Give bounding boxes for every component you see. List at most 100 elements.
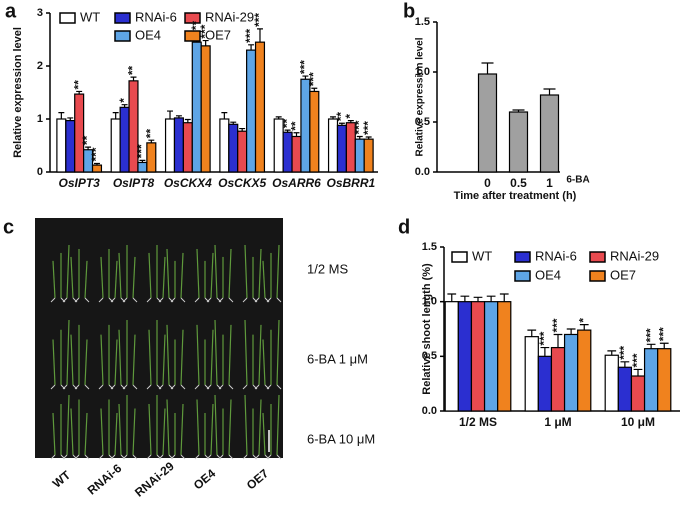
seedling [214,394,218,456]
error-bar [67,117,74,121]
legend-swatch [184,12,201,24]
root [194,297,200,303]
root [276,297,282,303]
error-bar [543,88,556,95]
root [218,454,224,460]
root [206,454,212,460]
panel-label: a [5,0,17,22]
root [228,384,234,390]
significance: *** [656,327,670,341]
column-label: OE4 [191,466,219,492]
bar [604,354,619,412]
seedling [228,248,232,299]
y-tick-label: 0.0 [415,166,430,178]
legend-label: OE7 [610,267,636,282]
significance: ** [71,80,85,90]
seedling [52,339,56,386]
error-bar [302,75,309,80]
root [242,297,248,303]
seedling-photo [35,218,283,458]
root [146,297,152,303]
root [50,454,56,460]
root [218,384,224,390]
error-bar [338,122,345,126]
root [132,454,138,460]
x-tick-label: OsBRR1 [326,176,375,190]
legend-label: RNAi-29 [610,248,659,263]
significance: * [343,114,357,119]
bar [200,45,211,173]
y-axis-label: Relative expression level [415,37,426,156]
root [242,384,248,390]
error-bar [148,139,155,143]
significance: *** [252,13,266,27]
bar [191,41,202,173]
error-bar [94,162,100,166]
root [146,384,152,390]
seedling [132,334,136,386]
error-bar [579,324,589,331]
root [110,297,116,303]
y-tick-label: 0.0 [422,405,437,417]
significance: *** [298,60,312,74]
root [228,297,234,303]
bar [173,117,184,173]
bar [282,131,293,173]
root [158,454,164,460]
root [254,297,260,303]
root [132,384,138,390]
root [74,454,80,460]
bar [65,119,76,173]
bar [483,301,499,412]
legend-label: OE4 [135,27,161,42]
significance: *** [243,28,257,42]
bar [74,93,85,173]
legend-label: RNAi-6 [135,9,177,24]
seedling [214,244,218,299]
y-tick-label: 1.5 [422,241,437,253]
bar [539,94,560,173]
bar [246,49,257,173]
root [74,297,80,303]
row-label: 6-BA 1 μM [307,351,368,366]
root [122,384,128,390]
legend-swatch [514,270,531,282]
seedling [100,408,104,456]
column-label: OE7 [244,466,272,492]
seedling [114,412,118,456]
y-axis-label: Relative expression level [12,27,24,158]
error-bar [112,112,119,119]
root [84,454,90,460]
seedling [228,324,232,386]
error-bar [311,87,318,92]
seedling [66,394,70,456]
x-tick-label: 0 [484,176,491,190]
significance: *** [617,345,631,359]
root [266,454,272,460]
root [194,384,200,390]
bar [336,124,347,173]
legend-label: OE4 [535,267,561,282]
seedlings [50,244,282,460]
bar [164,118,176,173]
column-label: RNAi-6 [85,461,125,498]
error-bar [121,104,128,108]
root [206,297,212,303]
seedling [166,399,170,456]
bar [291,135,302,173]
seedling [118,252,122,299]
bar [110,118,121,173]
seedling [276,319,280,386]
bar [146,142,157,173]
seedling [180,403,184,456]
root [110,454,116,460]
bar [254,41,266,173]
root [62,384,68,390]
error-bar [460,295,470,302]
error-bar [365,136,372,140]
error-bar [607,350,617,356]
x-tick-label: 0.5 [510,176,527,190]
seedling [258,324,262,386]
error-bar [76,90,83,95]
